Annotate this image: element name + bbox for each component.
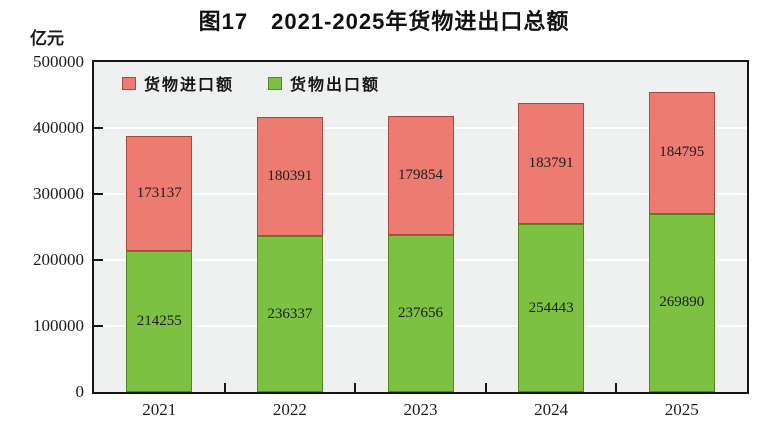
bar-segment-货物出口额: 236337: [256, 236, 323, 392]
x-axis-tick: [484, 383, 487, 392]
legend-item-imports: 货物进口额: [122, 71, 234, 95]
x-tick-label: 2022: [272, 400, 307, 419]
plot-canvas: 214255 173137 236337 180391 237656 179854 2544…: [94, 62, 747, 392]
bar-value-label: 214255: [136, 312, 182, 329]
x-axis-tick: [354, 383, 357, 392]
bar-segment-货物出口额: 237656: [387, 235, 454, 392]
bar-segment-货物进口额: 183791: [518, 102, 585, 225]
legend: 货物进口额 货物出口额: [122, 71, 380, 95]
bar-value-label: 236337: [267, 305, 313, 322]
x-axis-tick: [615, 383, 618, 392]
y-tick-label: 500000: [33, 52, 84, 71]
y-axis-unit-label: 亿元: [30, 29, 64, 48]
plot-area: 214255 173137 236337 180391 237656 179854 2544…: [92, 60, 749, 394]
x-tick-label: 2025: [664, 400, 699, 419]
x-tick-label: 2023: [403, 400, 438, 419]
y-tick-label: 200000: [33, 250, 84, 269]
bar-segment-货物进口额: 173137: [126, 136, 193, 251]
legend-label-exports: 货物出口额: [290, 77, 381, 94]
x-axis-tick: [223, 383, 226, 392]
y-tick-label: 100000: [33, 316, 84, 335]
bar-value-label: 237656: [398, 305, 443, 322]
bar-segment-货物进口额: 184795: [648, 91, 715, 214]
legend-item-exports: 货物出口额: [268, 71, 380, 95]
bar-segment-货物进口额: 179854: [387, 116, 454, 236]
bar-value-label: 269890: [659, 294, 705, 311]
x-tick-label: 2021: [142, 400, 177, 419]
bar-value-label: 180391: [267, 168, 313, 184]
x-tick-label: 2024: [534, 400, 569, 419]
bar-value-label: 173137: [136, 184, 182, 201]
bar-segment-货物出口额: 269890: [648, 213, 715, 392]
y-tick-label: 400000: [33, 118, 84, 137]
y-axis-tick: [94, 193, 103, 195]
bar-value-label: 184795: [659, 144, 705, 161]
y-axis-tick: [94, 259, 103, 261]
bar-value-label: 179854: [398, 167, 443, 184]
y-axis-tick: [94, 127, 103, 129]
legend-swatch-imports-icon: [122, 76, 136, 90]
chart-title: 图17 2021-2025年货物进出口总额: [198, 9, 570, 34]
legend-label-imports: 货物进口额: [144, 77, 235, 94]
y-tick-label: 0: [75, 382, 85, 401]
bar-segment-货物出口额: 214255: [126, 250, 193, 392]
bar-value-label: 254443: [528, 299, 574, 316]
legend-swatch-exports-icon: [268, 76, 283, 90]
y-tick-label: 300000: [33, 184, 84, 203]
bar-segment-货物出口额: 254443: [518, 224, 585, 392]
bar-value-label: 183791: [528, 154, 574, 171]
bar-segment-货物进口额: 180391: [256, 116, 323, 237]
y-axis-tick: [94, 325, 103, 327]
